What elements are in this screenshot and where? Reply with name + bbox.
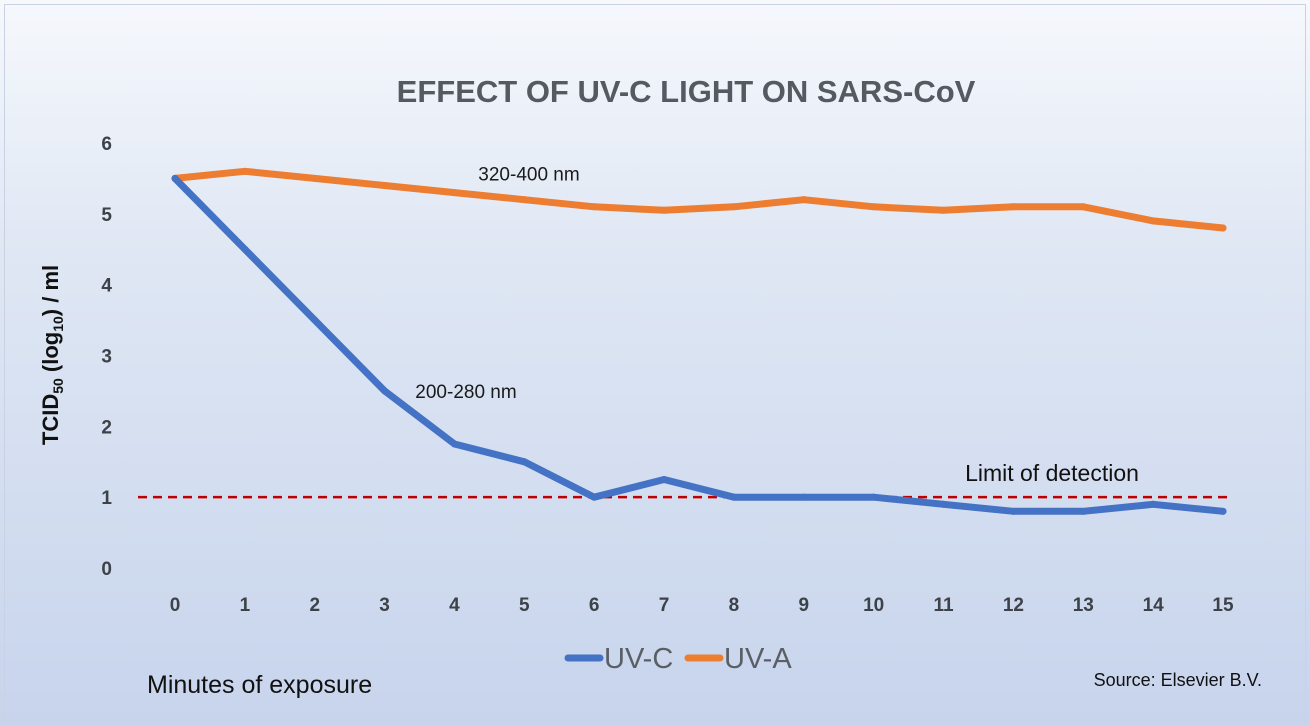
y-axis-label: TCID50 (log10) / ml bbox=[38, 265, 66, 445]
data-point-uv-c bbox=[171, 174, 179, 182]
chart-title: EFFECT OF UV-C LIGHT ON SARS-CoV bbox=[397, 74, 976, 109]
y-axis-label-mid: (log bbox=[38, 332, 63, 378]
legend-label-uv-a: UV-A bbox=[724, 643, 792, 675]
data-point-uv-a bbox=[520, 196, 528, 204]
data-point-uv-c bbox=[870, 493, 878, 501]
x-tick-label: 3 bbox=[379, 595, 390, 616]
series-line-uv-a bbox=[171, 167, 1227, 232]
data-point-uv-a bbox=[450, 189, 458, 197]
y-axis-label-sub-10: 10 bbox=[50, 316, 66, 332]
data-point-uv-a bbox=[311, 174, 319, 182]
data-point-uv-a bbox=[1219, 224, 1227, 232]
x-axis-label: Minutes of exposure bbox=[147, 671, 372, 699]
data-point-uv-a bbox=[660, 206, 668, 214]
x-tick-label: 2 bbox=[309, 595, 320, 616]
y-tick-label: 6 bbox=[101, 134, 112, 155]
data-point-uv-c bbox=[730, 493, 738, 501]
data-point-uv-c bbox=[241, 245, 249, 253]
data-point-uv-a bbox=[1149, 217, 1157, 225]
x-tick-label: 7 bbox=[659, 595, 670, 616]
limit-of-detection-label: Limit of detection bbox=[965, 460, 1139, 486]
y-tick-label: 5 bbox=[101, 205, 112, 226]
x-tick-label: 10 bbox=[863, 595, 884, 616]
data-point-uv-c bbox=[311, 316, 319, 324]
source-credit: Source: Elsevier B.V. bbox=[1094, 670, 1262, 690]
x-tick-label: 14 bbox=[1143, 595, 1165, 616]
y-axis-label-sub-50: 50 bbox=[50, 378, 66, 394]
y-axis-ticks: 0 1 2 3 4 5 6 bbox=[101, 134, 112, 580]
data-point-uv-c bbox=[1149, 500, 1157, 508]
x-tick-label: 6 bbox=[589, 595, 600, 616]
x-tick-label: 12 bbox=[1003, 595, 1024, 616]
data-point-uv-c bbox=[381, 387, 389, 395]
data-point-uv-c bbox=[590, 493, 598, 501]
data-point-uv-a bbox=[1079, 203, 1087, 211]
x-tick-label: 13 bbox=[1073, 595, 1094, 616]
x-tick-label: 1 bbox=[240, 595, 251, 616]
x-tick-label: 5 bbox=[519, 595, 530, 616]
y-tick-label: 2 bbox=[101, 417, 112, 438]
data-point-uv-a bbox=[800, 196, 808, 204]
legend: UV-C UV-A bbox=[564, 643, 792, 675]
x-tick-label: 9 bbox=[799, 595, 810, 616]
data-point-uv-a bbox=[241, 167, 249, 175]
y-tick-label: 1 bbox=[101, 488, 112, 509]
data-point-uv-c bbox=[1219, 507, 1227, 515]
uv-c-wavelength-annotation: 200-280 nm bbox=[415, 382, 516, 403]
series-line-uv-c bbox=[171, 174, 1227, 515]
data-point-uv-c bbox=[1079, 507, 1087, 515]
series-layer bbox=[171, 167, 1227, 515]
legend-label-uv-c: UV-C bbox=[604, 643, 673, 675]
data-point-uv-c bbox=[660, 475, 668, 483]
data-point-uv-a bbox=[590, 203, 598, 211]
data-point-uv-a bbox=[870, 203, 878, 211]
y-tick-label: 3 bbox=[101, 347, 112, 368]
data-point-uv-c bbox=[520, 458, 528, 466]
y-axis-label-end: ) / ml bbox=[38, 265, 63, 316]
data-point-uv-c bbox=[1009, 507, 1017, 515]
data-point-uv-a bbox=[730, 203, 738, 211]
y-axis-label-main: TCID bbox=[38, 394, 63, 445]
data-point-uv-a bbox=[940, 206, 948, 214]
x-tick-label: 4 bbox=[449, 595, 460, 616]
uv-a-wavelength-annotation: 320-400 nm bbox=[478, 165, 579, 186]
data-point-uv-a bbox=[1009, 203, 1017, 211]
x-tick-label: 8 bbox=[729, 595, 740, 616]
y-tick-label: 0 bbox=[101, 559, 112, 580]
x-tick-label: 11 bbox=[933, 595, 954, 616]
x-tick-label: 0 bbox=[170, 595, 181, 616]
data-point-uv-c bbox=[450, 440, 458, 448]
data-point-uv-c bbox=[800, 493, 808, 501]
data-point-uv-c bbox=[940, 500, 948, 508]
data-point-uv-a bbox=[381, 182, 389, 189]
y-tick-label: 4 bbox=[101, 276, 112, 297]
x-tick-label: 15 bbox=[1212, 595, 1234, 616]
x-axis-ticks: 0 1 2 3 4 5 6 7 8 9 10 11 12 13 14 15 bbox=[170, 595, 1234, 616]
